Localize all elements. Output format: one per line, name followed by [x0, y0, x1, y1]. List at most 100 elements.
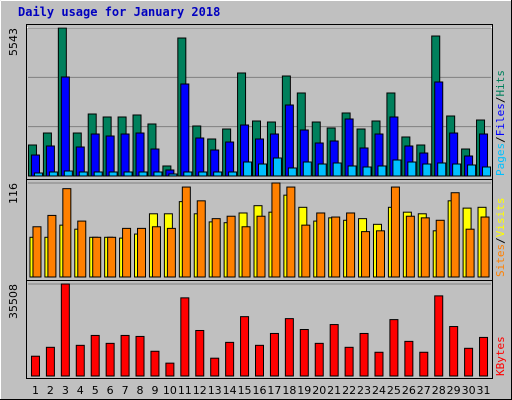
bar — [45, 346, 55, 377]
x-tick-label: 7 — [122, 384, 129, 397]
bar — [271, 182, 281, 278]
bar — [346, 212, 356, 278]
x-tick-label: 11 — [178, 384, 192, 397]
x-tick-label: 13 — [208, 384, 222, 397]
bar — [405, 215, 415, 278]
bar — [30, 355, 40, 377]
bar — [62, 188, 72, 278]
bar — [361, 231, 371, 278]
bar — [195, 329, 205, 377]
bar — [211, 218, 221, 278]
bar — [33, 172, 43, 177]
bar — [32, 226, 42, 278]
bar — [168, 173, 178, 177]
legend-entry: Pages — [494, 143, 507, 176]
x-tick-label: 25 — [387, 384, 401, 397]
legend-separator: / — [494, 136, 507, 143]
y-tick-label: 116 — [7, 183, 20, 204]
bar — [241, 226, 251, 278]
bar — [404, 340, 414, 377]
x-tick-label: 22 — [342, 384, 356, 397]
bar — [90, 133, 100, 177]
bar — [390, 186, 400, 278]
bar — [359, 332, 369, 377]
bar — [302, 161, 312, 177]
bar — [362, 166, 372, 177]
bar — [435, 219, 445, 278]
bar — [287, 167, 297, 177]
legend: KBytes — [494, 336, 507, 376]
bar — [255, 344, 264, 377]
bar — [301, 224, 311, 278]
bar — [105, 135, 115, 177]
legend-entry: Files — [494, 103, 507, 136]
x-tick-label: 30 — [462, 384, 476, 397]
x-tick-label: 3 — [62, 384, 69, 397]
bar — [93, 171, 103, 177]
bar — [180, 83, 190, 177]
y-tick-label: 35508 — [7, 284, 20, 319]
bar — [138, 171, 148, 177]
x-tick-label: 12 — [193, 384, 207, 397]
bar — [437, 162, 447, 177]
bar — [180, 297, 190, 377]
y-tick-label: 5543 — [7, 28, 20, 56]
bar — [434, 295, 444, 377]
chart-title: Daily usage for January 2018 — [18, 5, 220, 19]
bar — [225, 141, 235, 177]
bar — [135, 132, 145, 177]
bar — [150, 350, 160, 377]
x-tick-label: 18 — [282, 384, 296, 397]
x-tick-label: 14 — [223, 384, 237, 397]
x-tick-label: 6 — [107, 384, 114, 397]
bar — [452, 163, 462, 177]
bar — [332, 162, 342, 177]
bar — [482, 166, 492, 177]
bar — [480, 216, 490, 278]
bar — [183, 171, 193, 177]
bar — [105, 342, 115, 377]
bar — [47, 214, 57, 278]
bar — [269, 332, 279, 377]
bar — [420, 217, 430, 278]
bar — [135, 335, 145, 377]
bar — [122, 227, 132, 278]
bar — [284, 318, 294, 377]
bar — [284, 104, 294, 177]
bar — [258, 163, 267, 177]
bar — [465, 228, 475, 278]
x-tick-label: 24 — [372, 384, 386, 397]
x-tick-label: 20 — [312, 384, 326, 397]
legend-separator: / — [494, 97, 507, 104]
x-tick-label: 1 — [32, 384, 39, 397]
bar — [108, 171, 118, 177]
legend-separator: / — [494, 237, 507, 244]
x-tick-label: 27 — [417, 384, 431, 397]
bar — [347, 165, 357, 177]
bar — [317, 163, 327, 177]
bar — [153, 171, 163, 177]
bar — [181, 186, 191, 278]
bar — [195, 137, 205, 177]
x-tick-label: 15 — [238, 384, 252, 397]
bar — [225, 341, 235, 377]
x-tick-label: 17 — [267, 384, 281, 397]
bar — [450, 192, 460, 278]
bar — [467, 164, 477, 177]
x-tick-label: 10 — [163, 384, 177, 397]
bar — [316, 212, 326, 278]
bar — [137, 227, 147, 278]
legend-entry: KBytes — [494, 336, 507, 376]
bar — [60, 76, 70, 177]
bar — [256, 215, 266, 278]
legend-entry: Sites — [494, 244, 507, 277]
bar — [389, 319, 399, 377]
bar — [331, 216, 341, 278]
bar — [407, 161, 417, 177]
bar — [48, 171, 58, 177]
bar — [213, 171, 223, 177]
bar — [240, 316, 250, 377]
bar — [120, 334, 130, 377]
x-tick-label: 31 — [477, 384, 491, 397]
